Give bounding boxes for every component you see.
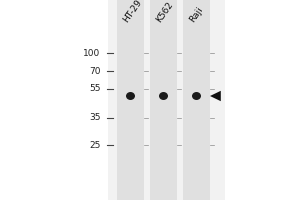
Ellipse shape	[159, 92, 168, 100]
Polygon shape	[210, 91, 221, 101]
Text: K562: K562	[154, 0, 175, 24]
Text: 55: 55	[89, 84, 100, 93]
Ellipse shape	[192, 92, 201, 100]
Text: 25: 25	[89, 140, 100, 149]
Bar	[150, 0, 177, 200]
Text: 35: 35	[89, 114, 100, 122]
Text: 70: 70	[89, 66, 100, 75]
Bar	[108, 0, 225, 200]
Ellipse shape	[126, 92, 135, 100]
Text: HT-29: HT-29	[122, 0, 144, 24]
Text: 100: 100	[83, 48, 100, 58]
Bar	[183, 0, 210, 200]
Bar	[117, 0, 144, 200]
Text: Raji: Raji	[188, 5, 205, 24]
